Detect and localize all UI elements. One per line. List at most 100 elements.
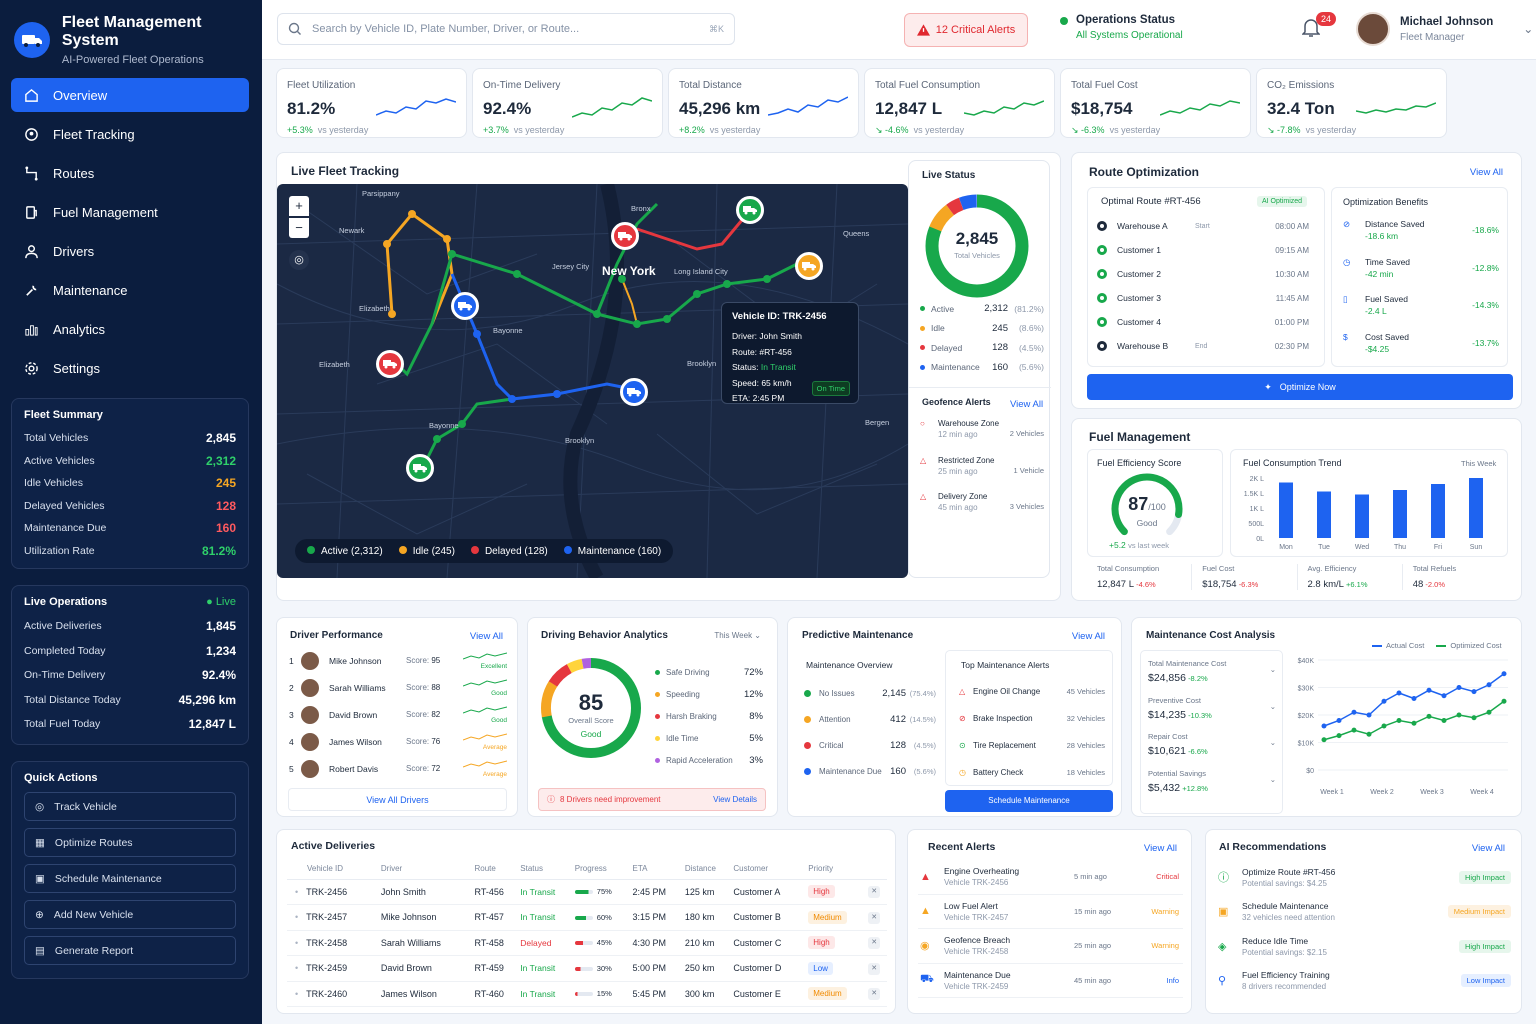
avatar xyxy=(1356,12,1390,46)
quick-actions-title: Quick Actions xyxy=(24,772,98,784)
recent-alert-row[interactable]: ⛟ Maintenance Due Vehicle TRK-2459 45 min a… xyxy=(918,964,1183,998)
zoom-in-button[interactable]: + xyxy=(289,196,309,216)
table-row[interactable]: • TRK-2458 Sarah Williams RT-458 Delayed … xyxy=(287,930,887,956)
maint-cost-item[interactable]: Total Maintenance Cost $24,856 -8.2% ⌄ xyxy=(1148,659,1276,684)
geofence-alert[interactable]: ○ Warehouse Zone 12 min ago 2 Vehicles xyxy=(920,419,1044,456)
nav-fuel-management[interactable]: Fuel Management xyxy=(11,195,249,229)
more-icon[interactable]: ✕ xyxy=(868,937,881,950)
nav-analytics[interactable]: Analytics xyxy=(11,312,249,346)
vehicle-marker-icon[interactable] xyxy=(451,292,479,320)
geofence-view-all[interactable]: View All xyxy=(1010,399,1044,410)
y-tick-label: 1.5K L xyxy=(1244,491,1264,498)
quick-action-3[interactable]: ⊕ Add New Vehicle xyxy=(24,900,236,929)
table-row[interactable]: • TRK-2460 James Wilson RT-460 In Transit… xyxy=(287,981,887,1007)
maint-alert-row[interactable]: ⊘ Brake Inspection 32 Vehicles xyxy=(959,714,1105,723)
driver-row[interactable]: 3 David Brown Score: 82 Good xyxy=(289,701,508,728)
vehicle-marker-icon[interactable] xyxy=(620,378,648,406)
ai-rec-row[interactable]: ⚲ Fuel Efficiency Training 8 drivers recom… xyxy=(1216,964,1511,999)
predictive-view-all[interactable]: View All xyxy=(1071,631,1105,642)
recent-alert-row[interactable]: ▲ Engine Overheating Vehicle TRK-2456 5 min… xyxy=(918,860,1183,895)
maint-cost-item[interactable]: Preventive Cost $14,235 -10.3% ⌄ xyxy=(1148,695,1276,721)
nav-routes[interactable]: Routes xyxy=(11,156,249,190)
ai-rec-row[interactable]: ⓘ Optimize Route #RT-456 Potential savings… xyxy=(1216,860,1511,895)
quick-actions: Quick Actions ◎ Track Vehicle ▦ Optimize Ro… xyxy=(11,761,249,979)
user-menu[interactable]: Michael Johnson Fleet Manager ⌄ xyxy=(1356,12,1533,46)
optimize-now-button[interactable]: ✦ Optimize Now xyxy=(1087,374,1513,400)
driver-row[interactable]: 2 Sarah Williams Score: 88 Good xyxy=(289,674,508,701)
ops-title: Operations Status xyxy=(1060,14,1183,26)
maint-cost-legend: Actual Cost Optimized Cost xyxy=(1372,641,1502,650)
maint-cost-item[interactable]: Potential Savings $5,432 +12.8% ⌄ xyxy=(1148,768,1276,794)
nav-settings[interactable]: Settings xyxy=(11,351,249,385)
quick-action-2[interactable]: ▣ Schedule Maintenance xyxy=(24,864,236,893)
priority-badge: Low xyxy=(808,961,833,975)
maint-alert-row[interactable]: ⊙ Tire Replacement 28 Vehicles xyxy=(959,741,1105,750)
maint-alert-row[interactable]: △ Engine Oil Change 45 Vehicles xyxy=(959,687,1105,696)
critical-alerts-button[interactable]: 12 Critical Alerts xyxy=(904,13,1028,47)
live-ops-row: Active Deliveries 1,845 xyxy=(24,619,236,634)
search-input[interactable]: Search by Vehicle ID, Plate Number, Driv… xyxy=(277,13,735,45)
driver-perf-title: Driver Performance xyxy=(290,630,383,641)
maint-cost-item[interactable]: Repair Cost $10,621 -6.6% ⌄ xyxy=(1148,732,1276,757)
stop-marker-icon xyxy=(1097,293,1107,303)
table-row[interactable]: • TRK-2456 John Smith RT-456 In Transit 7… xyxy=(287,879,887,905)
clock-icon: ◷ xyxy=(1343,256,1351,267)
behavior-period-select[interactable]: This Week ⌄ xyxy=(714,631,761,640)
nav-maintenance[interactable]: Maintenance xyxy=(11,273,249,307)
geofence-alert[interactable]: △ Restricted Zone 25 min ago 1 Vehicle xyxy=(920,456,1044,493)
more-icon[interactable]: ✕ xyxy=(868,886,881,899)
drivers-view-all[interactable]: View All xyxy=(469,631,503,642)
table-row[interactable]: • TRK-2459 David Brown RT-459 In Transit … xyxy=(287,955,887,982)
schedule-maintenance-button[interactable]: Schedule Maintenance xyxy=(945,790,1113,812)
chevron-down-icon: ⌄ xyxy=(1269,738,1276,747)
driver-row[interactable]: 4 James Wilson Score: 76 Average xyxy=(289,728,508,755)
fuel-trend-period: This Week xyxy=(1461,459,1497,468)
more-icon[interactable]: ✕ xyxy=(868,988,881,1001)
vehicle-marker-icon[interactable] xyxy=(611,222,639,250)
quick-action-4[interactable]: ▤ Generate Report xyxy=(24,936,236,965)
warning-icon xyxy=(916,24,930,36)
nav-drivers[interactable]: Drivers xyxy=(11,234,249,268)
quick-action-1[interactable]: ▦ Optimize Routes xyxy=(24,828,236,857)
more-icon[interactable]: ✕ xyxy=(868,911,881,924)
recent-alerts-view-all[interactable]: View All xyxy=(1143,843,1177,854)
zoom-out-button[interactable]: − xyxy=(289,218,309,238)
ai-rec-row[interactable]: ▣ Schedule Maintenance 32 vehicles need at… xyxy=(1216,895,1511,930)
fuel-score-label: Good xyxy=(1136,518,1158,528)
avatar xyxy=(301,705,319,724)
vehicle-marker-icon[interactable] xyxy=(376,350,404,378)
quick-action-0[interactable]: ◎ Track Vehicle xyxy=(24,792,236,821)
locate-icon[interactable]: ◎ xyxy=(289,250,309,270)
ai-recs-view-all[interactable]: View All xyxy=(1471,843,1505,854)
geofence-alert[interactable]: △ Delivery Zone 45 min ago 3 Vehicles xyxy=(920,492,1044,529)
route-opt-view-all[interactable]: View All xyxy=(1469,167,1503,178)
vehicle-marker-icon[interactable] xyxy=(795,252,823,280)
map-place-label: Bergen xyxy=(865,418,890,427)
deliveries-table: Vehicle ID Driver Route Status Progress ETA Di… xyxy=(287,859,887,1007)
driver-row[interactable]: 1 Mike Johnson Score: 95 Excellent xyxy=(289,647,508,674)
maint-alert-row[interactable]: ◷ Battery Check 18 Vehicles xyxy=(959,768,1105,777)
vehicle-marker-icon[interactable] xyxy=(406,454,434,482)
bell-icon[interactable] xyxy=(1301,18,1321,41)
gauge-arc xyxy=(1111,473,1183,536)
x-tick-label: Week 2 xyxy=(1370,789,1394,796)
live-operations-title: Live Operations xyxy=(24,596,108,608)
route-stop: Warehouse A Start 08:00 AM xyxy=(1097,214,1309,238)
nav-fleet-tracking[interactable]: Fleet Tracking xyxy=(11,117,249,151)
vehicle-marker-icon[interactable] xyxy=(736,196,764,224)
fleet-summary-row: Idle Vehicles 245 xyxy=(24,476,236,491)
fleet-summary-row: Total Vehicles 2,845 xyxy=(24,431,236,446)
series-point xyxy=(1486,709,1492,715)
ai-rec-row[interactable]: ◈ Reduce Idle Time Potential savings: $2.1… xyxy=(1216,929,1511,964)
view-details-link[interactable]: View Details xyxy=(713,795,757,804)
brand: Fleet Management System AI-Powered Fleet… xyxy=(14,14,262,66)
recent-alert-row[interactable]: ◉ Geofence Breach Vehicle TRK-2458 25 min a… xyxy=(918,929,1183,964)
more-icon[interactable]: ✕ xyxy=(868,962,881,975)
driver-row[interactable]: 5 Robert Davis Score: 72 Average xyxy=(289,755,508,782)
table-row[interactable]: • TRK-2457 Mike Johnson RT-457 In Transit… xyxy=(287,904,887,931)
nav-overview[interactable]: Overview xyxy=(11,78,249,112)
view-all-drivers-button[interactable]: View All Drivers xyxy=(288,788,507,811)
fuel-warning-icon: ▲ xyxy=(920,905,931,918)
recent-alert-row[interactable]: ▲ Low Fuel Alert Vehicle TRK-2457 15 min ag… xyxy=(918,895,1183,929)
avatar xyxy=(301,651,319,670)
